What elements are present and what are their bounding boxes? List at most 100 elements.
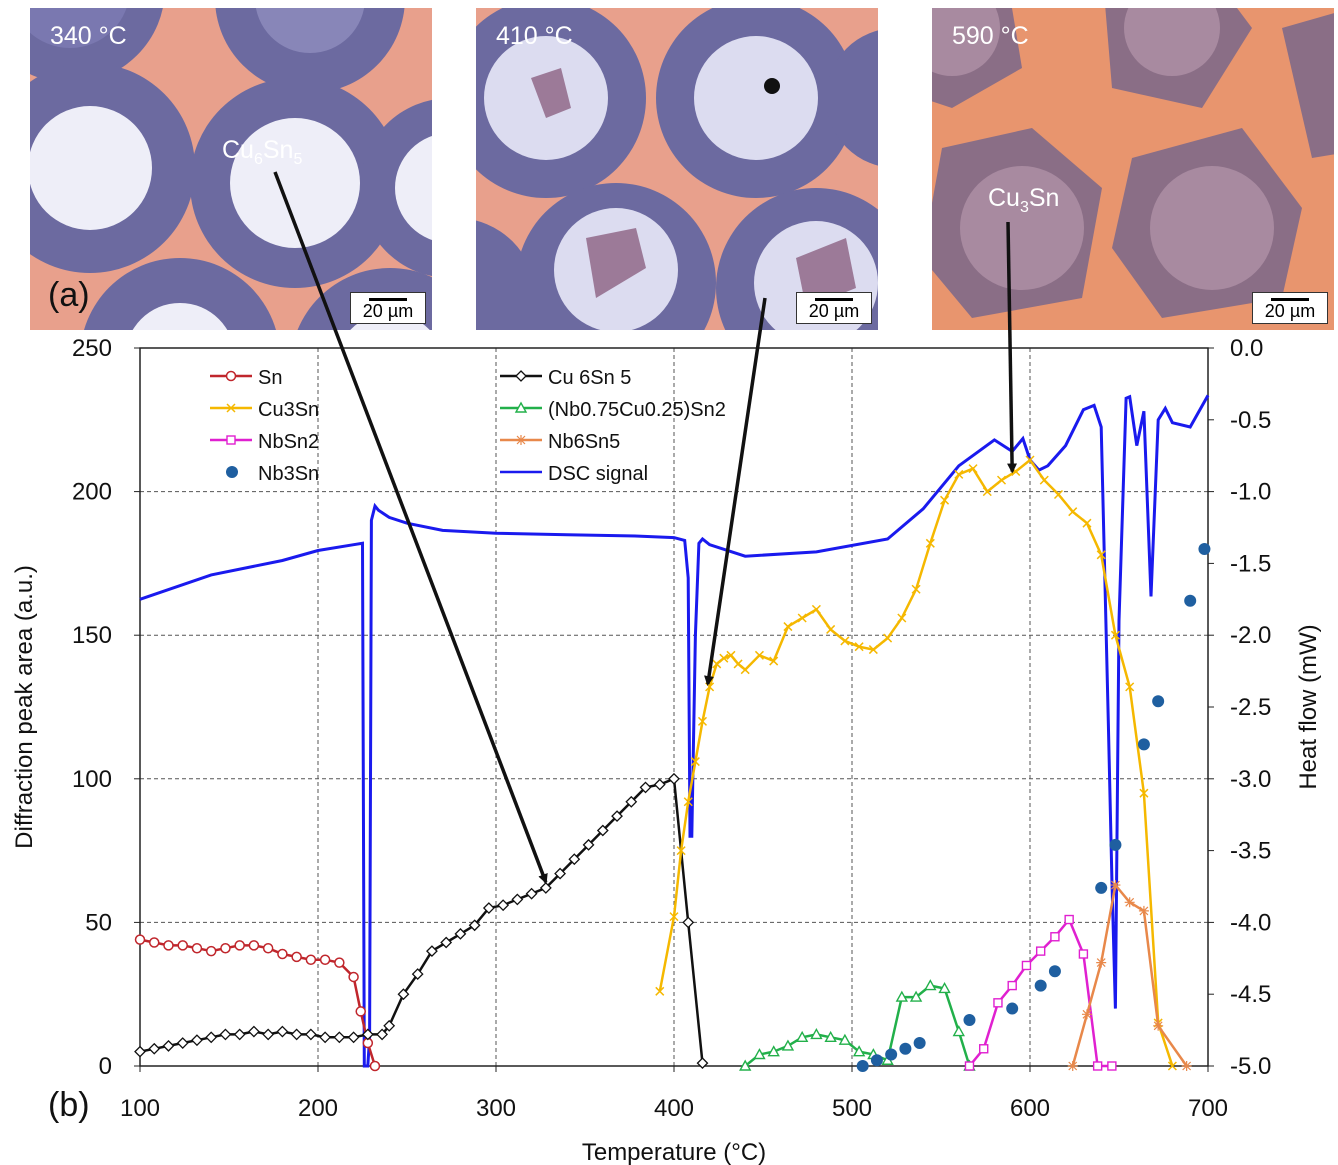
series-1-point (682, 916, 695, 929)
series-4-point (1021, 960, 1032, 971)
legend-entry: DSC signal (500, 463, 648, 485)
series-2-point (754, 650, 764, 660)
phase-label-sub2: 5 (293, 151, 303, 168)
series-1-point (525, 887, 538, 900)
series-1-point (696, 1057, 709, 1070)
series-6-point (1184, 594, 1197, 607)
legend-label: Nb3Sn (258, 463, 319, 485)
y2-tick-label: 0.0 (1230, 335, 1263, 362)
series-1-point (290, 1028, 303, 1041)
series-0-point (262, 942, 274, 954)
phase-label-mid: Sn (1028, 184, 1060, 212)
x-tick-label: 100 (120, 1095, 160, 1122)
series-5-point (1096, 957, 1107, 968)
series-2-point (1167, 1061, 1177, 1071)
y2-tick-label: -3.5 (1230, 838, 1271, 865)
legend-label: Cu 6Sn 5 (548, 367, 631, 389)
scale-bar-label: 20 µm (362, 301, 414, 321)
series-1-point (383, 1019, 396, 1032)
y2-tick-label: -2.5 (1230, 694, 1271, 721)
series-1-point (568, 853, 581, 866)
scale-bar: 20 µm (796, 292, 872, 324)
legend-marker (514, 401, 528, 413)
legend-marker (515, 370, 527, 382)
y-tick-label: 150 (72, 622, 112, 649)
series-0-point (248, 940, 260, 951)
legend-entry: Nb3Sn (226, 463, 319, 485)
legend-entry: Nb6Sn5 (500, 431, 620, 453)
series-0-point (369, 1060, 381, 1072)
fiber-cells (476, 8, 878, 330)
series-2-point (811, 604, 821, 614)
phase-label-sub1: 6 (253, 151, 263, 168)
panel-label-b: (b) (48, 1086, 90, 1124)
series-6-point (1198, 543, 1211, 556)
y2-tick-label: -1.0 (1230, 479, 1271, 506)
series-1-point (440, 936, 453, 949)
x-tick-label: 500 (832, 1095, 872, 1122)
x-tick-label: 700 (1188, 1095, 1228, 1122)
series-5-point (1153, 1020, 1164, 1031)
legend-marker (225, 370, 237, 382)
series-1-point (319, 1031, 332, 1044)
series-1-point (376, 1028, 388, 1041)
y2-tick-label: -3.0 (1230, 766, 1271, 793)
x-tick-label: 400 (654, 1095, 694, 1122)
series-1-point (191, 1034, 203, 1047)
series-2-point (1139, 788, 1149, 798)
legend-entry: Sn (210, 367, 282, 389)
legend-entry: Cu3Sn (210, 399, 319, 421)
series-2-point (996, 475, 1007, 485)
legend-label: Sn (258, 367, 282, 389)
series-3-point (838, 1033, 852, 1045)
series-2-point (954, 469, 964, 479)
y-tick-label: 0 (99, 1053, 112, 1080)
series-1-point (262, 1028, 275, 1041)
series-1-line (139, 777, 704, 1064)
series-2-point (697, 716, 708, 726)
legend-entry: (Nb0.75Cu0.25)Sn2 (500, 399, 726, 421)
series-2-point (883, 633, 893, 643)
series-2-point (1125, 682, 1135, 692)
series-1-point (482, 902, 495, 914)
annotation-arrow-410 (704, 297, 767, 687)
series-2-point (719, 653, 729, 663)
series-1-point (497, 899, 510, 912)
series-2-point (1039, 475, 1049, 485)
legend-label: DSC signal (548, 463, 648, 485)
series-1-point (233, 1028, 246, 1041)
legend-marker (516, 435, 526, 445)
series-2-point (1082, 518, 1092, 528)
series-3-point (781, 1039, 795, 1051)
series-0-point (134, 934, 146, 945)
series-2-point (676, 846, 686, 856)
series-4-point (1092, 1061, 1103, 1071)
series-4-point (1035, 946, 1046, 956)
legend-marker (226, 466, 238, 478)
series-6-point (1109, 838, 1122, 851)
series-line-dsc-signal (139, 394, 1210, 1068)
series-0-point (163, 940, 174, 951)
series-1-point (304, 1028, 317, 1041)
series-0-point (334, 957, 345, 968)
series-4-point (979, 1044, 989, 1054)
y-axis-title: Diffraction peak area (a.u.) (11, 565, 38, 849)
legend-label: (Nb0.75Cu0.25)Sn2 (548, 399, 726, 421)
series-1-point (611, 810, 623, 823)
series-1-point (176, 1037, 189, 1049)
series-3-point (938, 982, 951, 994)
series-4-line (968, 917, 1112, 1068)
series-5-point (1181, 1061, 1192, 1071)
phase-label: Cu3Sn (988, 184, 1059, 217)
series-6-point (885, 1048, 898, 1061)
legend-entry: NbSn2 (210, 431, 319, 453)
y2-tick-label: -2.0 (1230, 622, 1271, 649)
legend-marker (226, 435, 236, 445)
series-6-point (899, 1042, 912, 1055)
series-4-point (1050, 932, 1060, 942)
series-1-point (596, 824, 609, 837)
temperature-label: 340 °C (50, 22, 127, 50)
series-2-point (669, 912, 679, 922)
series-1-point (639, 781, 652, 794)
series-2-point (1025, 455, 1035, 465)
